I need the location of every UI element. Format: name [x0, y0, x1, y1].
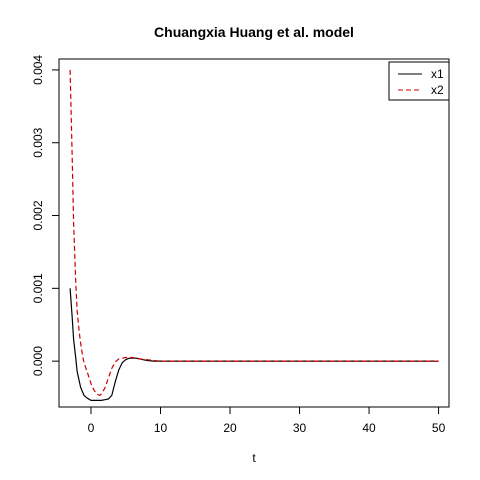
- y-axis: 0.000 0.001 0.002 0.003 0.004: [31, 55, 60, 376]
- x-tick-label: 20: [223, 421, 237, 435]
- y-tick-label: 0.001: [31, 273, 45, 303]
- legend-label-x2: x2: [431, 83, 444, 97]
- y-tick-label: 0.004: [31, 55, 45, 85]
- legend: x1 x2: [388, 61, 450, 101]
- chart-title: Chuangxia Huang et al. model: [154, 24, 354, 40]
- y-tick-label: 0.000: [31, 346, 45, 376]
- x-tick-label: 40: [362, 421, 376, 435]
- y-tick-label: 0.002: [31, 200, 45, 230]
- x-tick-label: 50: [432, 421, 446, 435]
- x-tick-label: 0: [88, 421, 95, 435]
- legend-box: [388, 61, 450, 101]
- series-line-x2: [69, 69, 439, 396]
- x-axis-label: t: [252, 451, 256, 465]
- y-tick-label: 0.003: [31, 127, 45, 157]
- x-axis: 0 10 20 30 40 50: [88, 406, 446, 435]
- series-layer: [69, 69, 439, 401]
- x-tick-label: 10: [154, 421, 168, 435]
- legend-label-x1: x1: [431, 67, 444, 81]
- x-tick-label: 30: [293, 421, 307, 435]
- series-line-x1: [69, 288, 439, 401]
